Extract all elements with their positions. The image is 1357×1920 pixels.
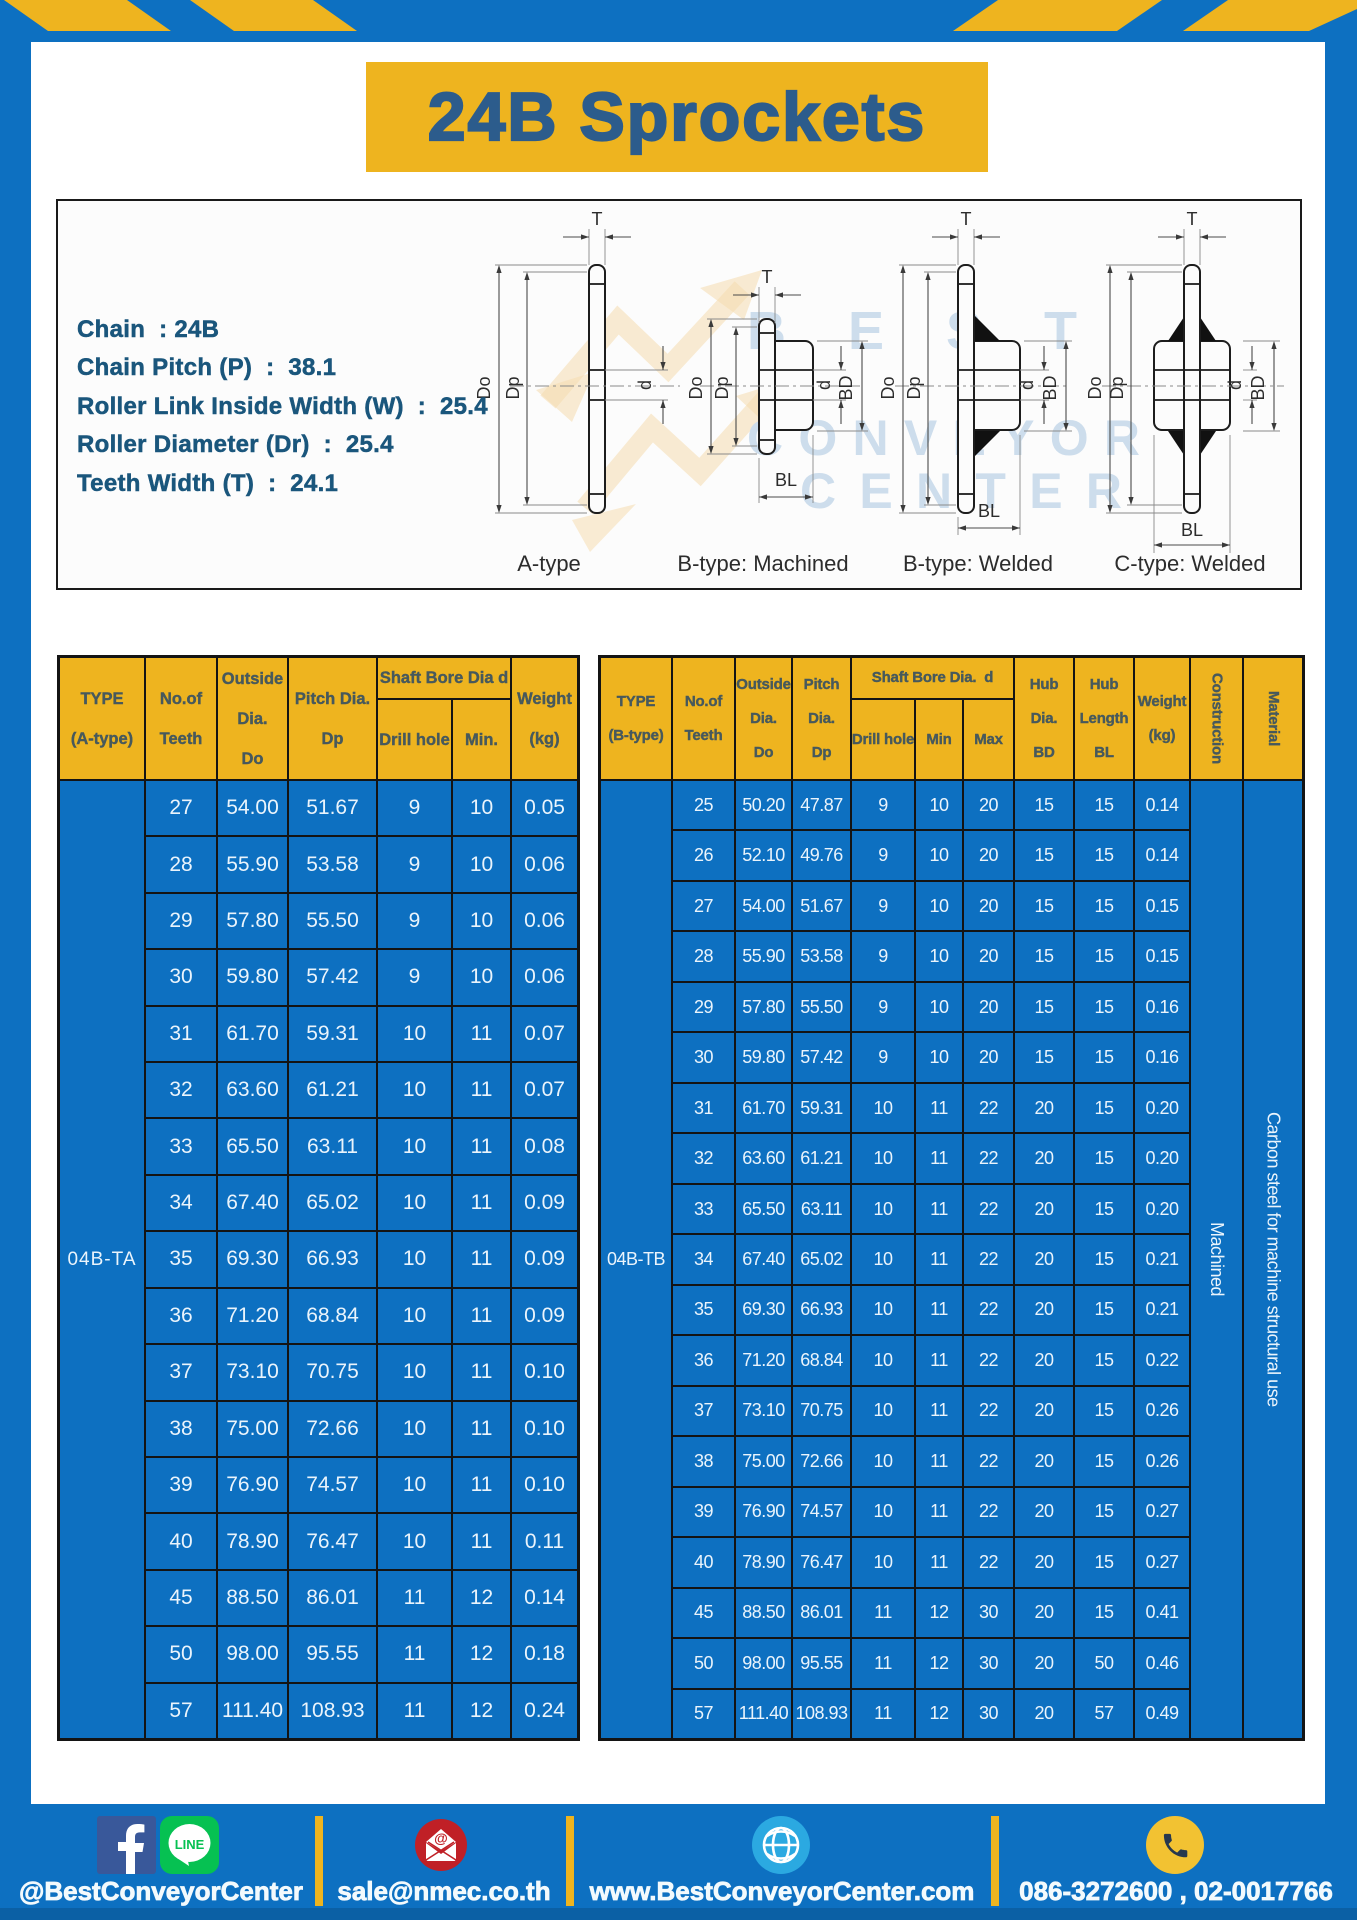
svg-text:@: @ xyxy=(434,1830,448,1846)
svg-text:Do: Do xyxy=(474,376,494,399)
svg-text:d: d xyxy=(1017,380,1037,390)
svg-text:BD: BD xyxy=(836,375,856,400)
svg-text:BL: BL xyxy=(775,470,797,490)
svg-text:d: d xyxy=(635,380,655,390)
svg-text:A-type: A-type xyxy=(517,551,581,576)
svg-text:Do: Do xyxy=(878,376,898,399)
svg-text:LINE: LINE xyxy=(175,1837,205,1852)
svg-text:C-type: Welded: C-type: Welded xyxy=(1114,551,1265,576)
svg-text:BD: BD xyxy=(1248,375,1268,400)
svg-text:Do: Do xyxy=(1085,376,1105,399)
svg-text:T: T xyxy=(1187,209,1198,229)
svg-text:d: d xyxy=(814,380,834,390)
svg-text:BL: BL xyxy=(978,501,1000,521)
svg-text:Dp: Dp xyxy=(904,376,924,399)
svg-text:T: T xyxy=(762,267,773,287)
svg-text:T: T xyxy=(961,209,972,229)
svg-text:Dp: Dp xyxy=(1107,376,1127,399)
svg-text:B-type: Machined: B-type: Machined xyxy=(677,551,848,576)
svg-text:BD: BD xyxy=(1040,375,1060,400)
svg-text:Do: Do xyxy=(686,376,706,399)
svg-text:B-type: Welded: B-type: Welded xyxy=(903,551,1053,576)
svg-text:Dp: Dp xyxy=(712,376,732,399)
svg-text:T: T xyxy=(592,209,603,229)
svg-text:d: d xyxy=(1225,380,1245,390)
svg-text:Dp: Dp xyxy=(503,376,523,399)
svg-text:BL: BL xyxy=(1181,520,1203,540)
